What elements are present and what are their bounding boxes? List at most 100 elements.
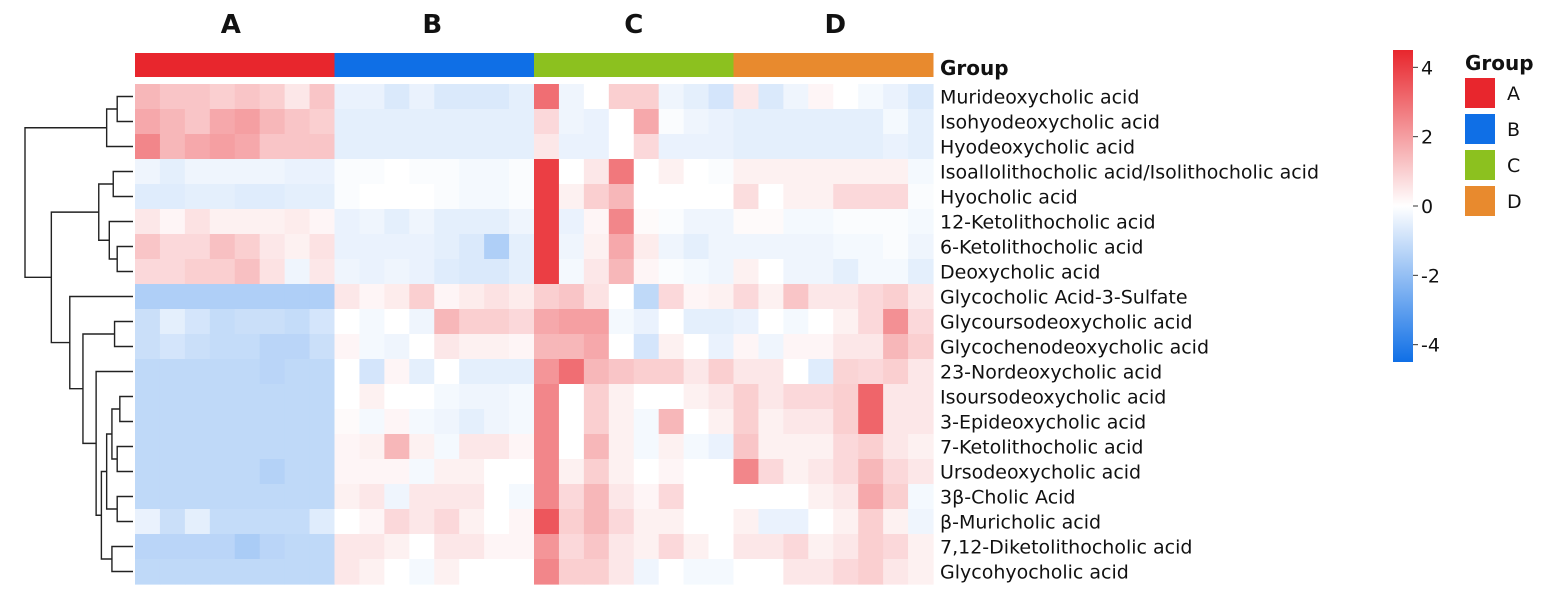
heatmap-cell — [334, 134, 361, 160]
heatmap-cell — [758, 209, 784, 235]
heatmap-cell — [484, 359, 510, 385]
heatmap-cell — [159, 559, 186, 585]
heatmap-cell — [259, 209, 286, 235]
heatmap-cell — [608, 84, 635, 110]
heatmap-cell — [259, 159, 286, 185]
heatmap-cell — [534, 134, 560, 160]
heatmap-cell — [658, 84, 685, 110]
heatmap-cell — [633, 134, 660, 160]
heatmap-cell — [534, 384, 560, 410]
dendrogram-branch — [108, 220, 133, 260]
heatmap-cell — [409, 184, 435, 210]
heatmap-cell — [359, 309, 385, 335]
heatmap-cell — [558, 534, 585, 560]
heatmap-cell — [683, 284, 710, 310]
heatmap-cell — [883, 159, 909, 185]
heatmap-cell — [608, 334, 635, 360]
heatmap-cell — [858, 534, 884, 560]
heatmap-cell — [708, 434, 735, 460]
heatmap-cell — [334, 334, 361, 360]
heatmap-cell — [384, 109, 410, 135]
heatmap-cell — [558, 509, 585, 535]
heatmap-cell — [334, 559, 361, 585]
heatmap-cell — [309, 434, 336, 460]
heatmap-cell — [409, 284, 435, 310]
row-label: 23-Nordeoxycholic acid — [940, 362, 1162, 384]
heatmap-cell — [409, 534, 435, 560]
heatmap-cell — [608, 559, 635, 585]
heatmap-cell — [758, 159, 784, 185]
dendrogram-branch — [105, 433, 118, 510]
heatmap-cell — [209, 484, 236, 510]
heatmap-cell — [733, 409, 760, 435]
heatmap-cell — [284, 234, 311, 260]
heatmap-cell — [658, 409, 685, 435]
heatmap-cell — [234, 284, 261, 310]
heatmap-cell — [534, 284, 560, 310]
heatmap-cell — [484, 484, 510, 510]
heatmap-cell — [284, 359, 311, 385]
heatmap-cell — [883, 534, 909, 560]
heatmap-cell — [309, 459, 336, 485]
heatmap-cell — [733, 534, 760, 560]
heatmap-cell — [633, 484, 660, 510]
heatmap-cell — [259, 309, 286, 335]
heatmap-cell — [808, 459, 834, 485]
group-bar-C — [534, 53, 734, 77]
heatmap-cell — [284, 109, 311, 135]
heatmap-cell — [184, 334, 211, 360]
heatmap-cell — [534, 334, 560, 360]
heatmap-cell — [558, 384, 585, 410]
heatmap-cell — [783, 559, 809, 585]
heatmap-cell — [908, 384, 934, 410]
dendrogram-branch — [119, 395, 133, 423]
heatmap-cell — [808, 184, 834, 210]
heatmap-cell — [309, 534, 336, 560]
heatmap-cell — [409, 109, 435, 135]
heatmap-cell — [583, 434, 610, 460]
heatmap-cell — [908, 134, 934, 160]
heatmap-cell — [384, 134, 410, 160]
heatmap-cell — [434, 184, 460, 210]
heatmap-cell — [284, 259, 311, 285]
heatmap-cell — [833, 284, 859, 310]
heatmap-cell — [608, 134, 635, 160]
heatmap-cell — [284, 209, 311, 235]
heatmap-cell — [409, 359, 435, 385]
heatmap-cell — [434, 434, 460, 460]
heatmap-cell — [434, 409, 460, 435]
heatmap-cell — [558, 334, 585, 360]
heatmap-cell — [583, 534, 610, 560]
heatmap-cell — [509, 159, 535, 185]
heatmap-cell — [783, 209, 809, 235]
heatmap-cell — [633, 334, 660, 360]
heatmap-cell — [808, 384, 834, 410]
heatmap-cell — [384, 559, 410, 585]
heatmap-cell — [309, 234, 336, 260]
heatmap-cell — [683, 134, 710, 160]
heatmap-cell — [384, 334, 410, 360]
heatmap-cell — [608, 109, 635, 135]
heatmap-cell — [259, 134, 286, 160]
heatmap-cell — [708, 259, 735, 285]
heatmap-cell — [908, 234, 934, 260]
heatmap-cell — [409, 509, 435, 535]
heatmap-cell — [908, 334, 934, 360]
heatmap-cell — [434, 209, 460, 235]
heatmap-cell — [309, 109, 336, 135]
heatmap-cell — [184, 459, 211, 485]
heatmap-cell — [633, 234, 660, 260]
heatmap-cell — [234, 384, 261, 410]
heatmap-cell — [808, 209, 834, 235]
heatmap-cell — [409, 334, 435, 360]
heatmap-cell — [284, 534, 311, 560]
heatmap-cell — [259, 84, 286, 110]
heatmap-cell — [484, 434, 510, 460]
heatmap-cell — [583, 259, 610, 285]
heatmap-cell — [409, 559, 435, 585]
heatmap-cell — [135, 384, 161, 410]
heatmap-cell — [558, 109, 585, 135]
heatmap-cell — [708, 509, 735, 535]
heatmap-cell — [459, 384, 485, 410]
